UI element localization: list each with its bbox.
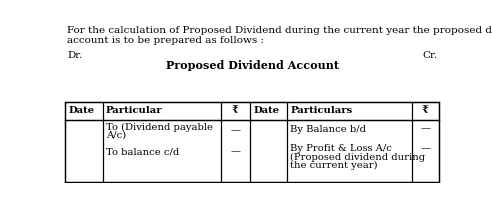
Text: By Profit & Loss A/c: By Profit & Loss A/c bbox=[290, 144, 392, 153]
Bar bbox=[65, 102, 439, 182]
Text: Cr.: Cr. bbox=[422, 51, 437, 60]
Text: —: — bbox=[421, 144, 430, 153]
Text: For the calculation of Proposed Dividend during the current year the proposed di: For the calculation of Proposed Dividend… bbox=[67, 26, 492, 35]
Text: Dr.: Dr. bbox=[67, 51, 83, 60]
Text: ₹: ₹ bbox=[232, 106, 239, 115]
Text: account is to be prepared as follows :: account is to be prepared as follows : bbox=[67, 36, 264, 45]
Text: —: — bbox=[231, 147, 241, 157]
Text: —: — bbox=[231, 126, 241, 136]
Text: Particulars: Particulars bbox=[290, 106, 353, 115]
Text: —: — bbox=[421, 125, 430, 134]
Text: the current year): the current year) bbox=[290, 160, 378, 170]
Text: Date: Date bbox=[253, 106, 279, 115]
Text: By Balance b/d: By Balance b/d bbox=[290, 125, 367, 134]
Text: A/c): A/c) bbox=[106, 130, 126, 139]
Text: Date: Date bbox=[68, 106, 94, 115]
Text: To balance c/d: To balance c/d bbox=[106, 147, 179, 157]
Text: Particular: Particular bbox=[106, 106, 162, 115]
Text: To (Dividend payable: To (Dividend payable bbox=[106, 123, 213, 132]
Text: Proposed Dividend Account: Proposed Dividend Account bbox=[166, 60, 338, 71]
Text: (Proposed dividend during: (Proposed dividend during bbox=[290, 152, 426, 162]
Text: ₹: ₹ bbox=[422, 106, 429, 115]
